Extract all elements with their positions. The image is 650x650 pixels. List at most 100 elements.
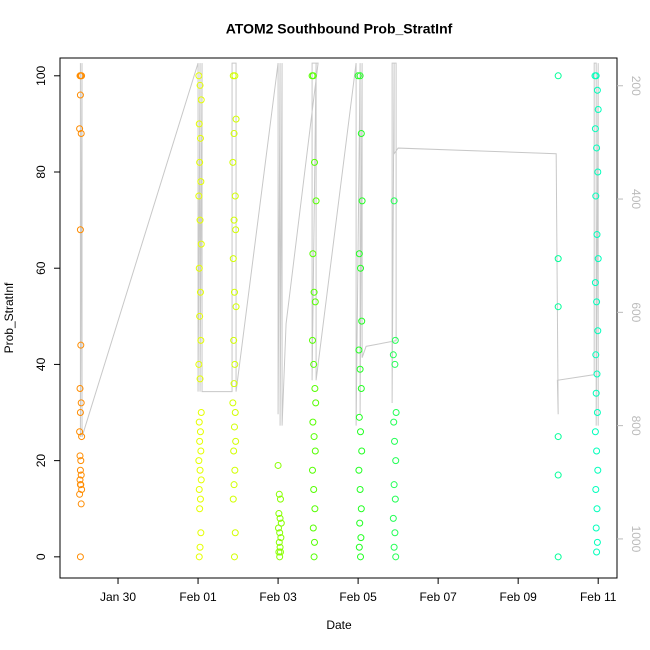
point	[355, 346, 363, 354]
point	[310, 553, 318, 561]
x-axis-label: Date	[326, 618, 352, 632]
x-tick-label: Feb 09	[499, 590, 537, 604]
point	[231, 360, 239, 368]
point	[231, 72, 239, 80]
point	[554, 255, 562, 263]
point	[591, 279, 599, 287]
point	[308, 336, 316, 344]
point	[392, 553, 400, 561]
point	[195, 264, 203, 272]
point	[232, 115, 240, 123]
point	[196, 312, 204, 320]
point	[390, 418, 398, 426]
point	[593, 231, 601, 239]
point	[356, 485, 364, 493]
point	[309, 250, 317, 258]
point	[592, 485, 600, 493]
point	[309, 524, 317, 532]
point	[311, 505, 319, 513]
point	[232, 303, 240, 311]
point	[76, 481, 84, 489]
point	[391, 495, 399, 503]
point	[357, 130, 365, 138]
point	[357, 553, 365, 561]
point	[591, 428, 599, 436]
point	[229, 399, 237, 407]
y-axis-label: Prob_StratInf	[2, 282, 16, 353]
point	[592, 389, 600, 397]
point	[593, 144, 601, 152]
point	[276, 553, 284, 561]
point	[593, 409, 601, 417]
point	[591, 125, 599, 133]
point	[312, 399, 320, 407]
point	[230, 423, 238, 431]
point	[196, 428, 204, 436]
point	[276, 548, 284, 556]
x-tick-label: Jan 30	[100, 590, 136, 604]
x-tick-label: Feb 03	[259, 590, 297, 604]
point	[77, 399, 85, 407]
point	[77, 130, 85, 138]
point	[358, 197, 366, 205]
x-tick-label: Feb 07	[419, 590, 457, 604]
point	[196, 495, 204, 503]
y2-tick-label: 400	[629, 189, 643, 209]
point	[76, 226, 84, 234]
point	[197, 476, 205, 484]
y-tick-label: 60	[34, 261, 48, 275]
point	[230, 216, 238, 224]
x-tick-label: Feb 05	[339, 590, 377, 604]
point	[310, 538, 318, 546]
point	[277, 534, 285, 542]
point	[355, 250, 363, 258]
point	[390, 481, 398, 489]
point	[310, 158, 318, 166]
point	[196, 216, 204, 224]
point	[592, 524, 600, 532]
point	[391, 437, 399, 445]
point	[392, 457, 400, 465]
point	[195, 72, 203, 80]
point	[593, 447, 601, 455]
point	[594, 168, 602, 176]
point	[309, 418, 317, 426]
point	[76, 466, 84, 474]
point	[309, 72, 317, 80]
point	[197, 529, 205, 537]
point	[230, 336, 238, 344]
point	[594, 105, 602, 113]
point	[390, 197, 398, 205]
point	[594, 466, 602, 474]
point	[390, 543, 398, 551]
point	[593, 370, 601, 378]
point	[592, 351, 600, 359]
point	[196, 466, 204, 474]
point	[554, 553, 562, 561]
point	[196, 288, 204, 296]
point	[357, 428, 365, 436]
point	[357, 534, 365, 542]
point	[310, 360, 318, 368]
chart-title: ATOM2 Southbound Prob_StratInf	[226, 21, 453, 37]
point	[76, 452, 84, 460]
point	[389, 514, 397, 522]
point	[356, 519, 364, 527]
point	[230, 447, 238, 455]
point	[76, 125, 84, 133]
point	[592, 72, 600, 80]
point	[230, 481, 238, 489]
point	[232, 437, 240, 445]
point	[357, 505, 365, 513]
point	[195, 120, 203, 128]
plot-frame	[59, 57, 618, 579]
point	[76, 91, 84, 99]
y2-tick-label: 1000	[629, 526, 643, 553]
point	[231, 409, 239, 417]
point	[276, 529, 284, 537]
point	[594, 255, 602, 263]
point	[356, 365, 364, 373]
point	[276, 543, 284, 551]
point	[196, 543, 204, 551]
y2-tick-label: 200	[629, 76, 643, 96]
